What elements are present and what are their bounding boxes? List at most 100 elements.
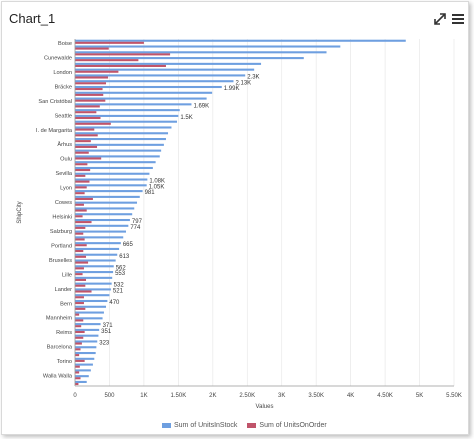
bar-units-on-order[interactable] <box>75 99 106 102</box>
bar-units-in-stock[interactable] <box>75 305 107 308</box>
bar-units-on-order[interactable] <box>75 197 93 201</box>
bar-units-on-order[interactable] <box>75 174 86 177</box>
bar-units-on-order[interactable] <box>75 93 104 96</box>
bar-units-in-stock[interactable] <box>75 340 98 343</box>
bar-units-in-stock[interactable] <box>75 57 304 60</box>
bar-units-in-stock[interactable] <box>75 97 207 100</box>
bar-units-in-stock[interactable] <box>75 323 101 326</box>
bar-units-in-stock[interactable] <box>75 161 156 164</box>
bar-units-on-order[interactable] <box>75 140 91 143</box>
bar-units-in-stock[interactable] <box>75 328 100 331</box>
bar-units-in-stock[interactable] <box>75 207 135 210</box>
bar-units-on-order[interactable] <box>75 122 111 125</box>
bar-units-in-stock[interactable] <box>75 62 262 65</box>
bar-units-in-stock[interactable] <box>75 346 97 349</box>
legend-item-stock[interactable]: Sum of UnitsInStock <box>162 422 237 429</box>
bar-units-on-order[interactable] <box>75 145 98 148</box>
bar-units-on-order[interactable] <box>75 151 89 154</box>
bar-units-in-stock[interactable] <box>75 126 172 129</box>
bar-units-in-stock[interactable] <box>75 80 234 83</box>
bar-units-in-stock[interactable] <box>75 143 164 146</box>
bar-units-on-order[interactable] <box>75 88 103 91</box>
bar-units-in-stock[interactable] <box>75 224 129 227</box>
bar-units-on-order[interactable] <box>75 59 139 62</box>
bar-units-in-stock[interactable] <box>75 380 87 383</box>
bar-units-in-stock[interactable] <box>75 184 147 187</box>
bar-units-on-order[interactable] <box>75 371 80 374</box>
bar-units-in-stock[interactable] <box>75 236 124 239</box>
bar-units-in-stock[interactable] <box>75 311 104 314</box>
bar-units-in-stock[interactable] <box>75 213 133 216</box>
bar-units-in-stock[interactable] <box>75 363 93 366</box>
bar-units-in-stock[interactable] <box>75 178 148 181</box>
bar-units-on-order[interactable] <box>75 134 98 137</box>
bar-units-on-order[interactable] <box>75 244 87 247</box>
bar-units-on-order[interactable] <box>75 186 87 189</box>
bar-units-in-stock[interactable] <box>75 91 213 94</box>
bar-units-in-stock[interactable] <box>75 218 130 222</box>
bar-units-on-order[interactable] <box>75 76 109 79</box>
bar-units-in-stock[interactable] <box>75 201 138 204</box>
bar-units-on-order[interactable] <box>75 232 84 235</box>
bar-units-in-stock[interactable] <box>75 195 140 198</box>
bar-units-in-stock[interactable] <box>75 265 114 268</box>
bar-units-on-order[interactable] <box>75 53 171 56</box>
bar-units-in-stock[interactable] <box>75 39 406 42</box>
bar-units-on-order[interactable] <box>75 180 90 183</box>
bar-units-in-stock[interactable] <box>75 138 166 141</box>
bar-units-on-order[interactable] <box>75 226 86 229</box>
bar-units-on-order[interactable] <box>75 278 87 281</box>
bar-units-in-stock[interactable] <box>75 369 91 372</box>
bar-units-in-stock[interactable] <box>75 120 177 123</box>
bar-units-in-stock[interactable] <box>75 68 255 71</box>
bar-units-on-order[interactable] <box>75 267 84 270</box>
bar-units-on-order[interactable] <box>75 359 85 362</box>
bar-units-in-stock[interactable] <box>75 351 96 355</box>
bar-units-on-order[interactable] <box>75 203 84 206</box>
expand-icon[interactable] <box>433 12 447 26</box>
bar-units-on-order[interactable] <box>75 313 80 316</box>
bar-units-in-stock[interactable] <box>75 149 162 152</box>
bar-units-on-order[interactable] <box>75 111 97 114</box>
bar-units-on-order[interactable] <box>75 255 87 258</box>
bar-units-on-order[interactable] <box>75 70 119 73</box>
bar-units-in-stock[interactable] <box>75 288 111 291</box>
bar-units-on-order[interactable] <box>75 261 89 264</box>
bar-units-on-order[interactable] <box>75 64 166 67</box>
hamburger-menu-icon[interactable] <box>451 12 465 26</box>
bar-units-in-stock[interactable] <box>75 132 169 135</box>
bar-units-in-stock[interactable] <box>75 172 150 175</box>
bar-units-on-order[interactable] <box>75 342 82 345</box>
bar-units-in-stock[interactable] <box>75 271 114 274</box>
bar-units-in-stock[interactable] <box>75 247 120 250</box>
bar-units-on-order[interactable] <box>75 105 100 108</box>
bar-units-on-order[interactable] <box>75 377 81 380</box>
bar-units-on-order[interactable] <box>75 169 91 172</box>
bar-units-in-stock[interactable] <box>75 334 99 337</box>
bar-units-on-order[interactable] <box>75 221 92 224</box>
bar-units-on-order[interactable] <box>75 128 95 131</box>
bar-units-in-stock[interactable] <box>75 103 192 106</box>
bar-units-on-order[interactable] <box>75 330 85 334</box>
bar-units-in-stock[interactable] <box>75 259 116 262</box>
bar-units-in-stock[interactable] <box>75 155 160 158</box>
bar-units-on-order[interactable] <box>75 249 84 253</box>
bar-units-on-order[interactable] <box>75 116 101 120</box>
bar-units-in-stock[interactable] <box>75 253 118 256</box>
bar-units-in-stock[interactable] <box>75 375 89 378</box>
bar-units-in-stock[interactable] <box>75 45 341 48</box>
bar-units-on-order[interactable] <box>75 319 84 322</box>
bar-units-in-stock[interactable] <box>75 85 222 89</box>
bar-units-in-stock[interactable] <box>75 230 126 233</box>
bar-units-on-order[interactable] <box>75 209 87 212</box>
bar-units-on-order[interactable] <box>75 365 80 368</box>
bar-units-on-order[interactable] <box>75 296 84 299</box>
bar-units-on-order[interactable] <box>75 302 84 305</box>
bar-units-on-order[interactable] <box>75 284 86 287</box>
bar-units-on-order[interactable] <box>75 238 85 241</box>
bar-units-in-stock[interactable] <box>75 74 246 77</box>
bar-units-on-order[interactable] <box>75 47 109 50</box>
bar-units-in-stock[interactable] <box>75 190 143 193</box>
bar-units-in-stock[interactable] <box>75 109 180 112</box>
bar-units-on-order[interactable] <box>75 354 80 357</box>
